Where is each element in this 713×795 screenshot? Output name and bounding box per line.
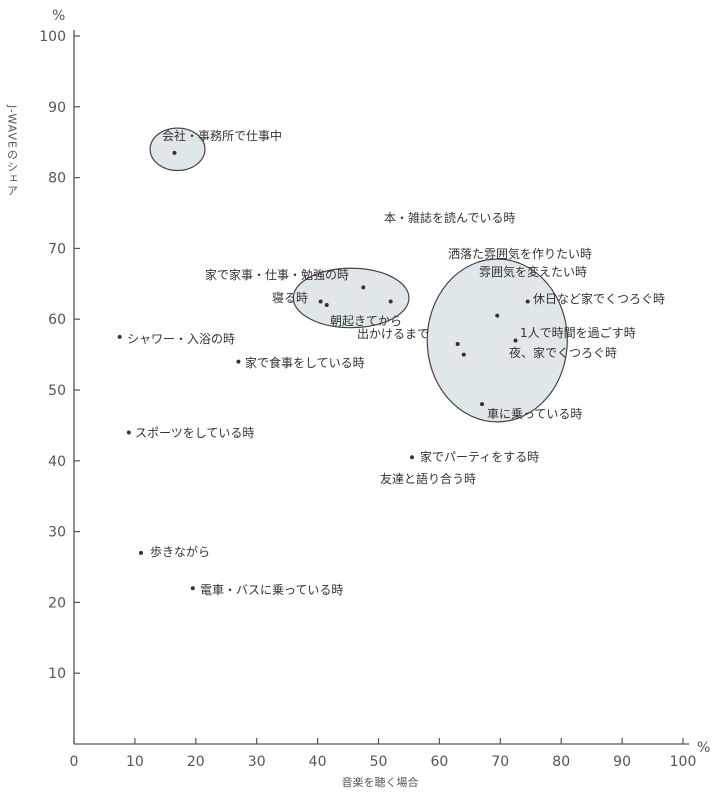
x-tick-label: 60 <box>430 754 448 770</box>
y-tick-label: 80 <box>48 171 66 187</box>
y-tick-label: 40 <box>48 454 66 470</box>
ticks-layer: 0 10 20 30 40 50 60 70 80 90 100 10 20 30 40 50 60 70 80 90… <box>39 29 696 770</box>
data-point <box>525 299 530 304</box>
cluster-ellipse <box>149 127 206 172</box>
data-point <box>172 150 177 155</box>
point-label: 出かけるまで <box>357 327 429 341</box>
data-point <box>461 352 466 357</box>
x-tick-label: 50 <box>370 754 388 770</box>
point-label: 歩きながら <box>150 544 210 559</box>
x-tick-label: 80 <box>552 754 570 770</box>
point-label: 洒落た雰囲気を作りたい時 <box>448 246 592 261</box>
clusters-layer <box>149 127 568 423</box>
point-label: シャワー・入浴の時 <box>127 332 235 346</box>
point-label: 1人で時間を過ごす時 <box>520 325 636 340</box>
x-axis-unit: % <box>697 740 710 756</box>
data-point <box>126 430 131 435</box>
x-axis-title: 音楽を聴く場合 <box>342 775 419 789</box>
x-tick-label: 10 <box>126 754 144 770</box>
data-point <box>388 299 393 304</box>
point-label: 会社・事務所で仕事中 <box>162 128 282 143</box>
data-point <box>455 341 460 346</box>
point-label: 雰囲気を変えたい時 <box>479 264 587 279</box>
data-point <box>117 334 122 339</box>
data-point <box>409 455 414 460</box>
x-tick-label: 0 <box>70 754 79 770</box>
y-tick-label: 70 <box>48 241 66 257</box>
data-point <box>236 359 241 364</box>
x-tick-label: 20 <box>187 754 205 770</box>
axes-layer <box>73 30 689 745</box>
data-point <box>513 338 518 343</box>
point-label: スポーツをしている時 <box>135 426 254 440</box>
point-label: 車に乗っている時 <box>487 407 582 421</box>
x-tick-label: 40 <box>309 754 327 770</box>
data-point <box>318 299 323 304</box>
data-point <box>324 303 329 308</box>
cluster-ellipse <box>292 267 410 329</box>
y-tick-label: 60 <box>48 312 66 328</box>
y-tick-label: 100 <box>39 29 66 45</box>
labels-layer: 会社・事務所で仕事中本・雑誌を読んでいる時家で家事・仕事・勉強の時寝る時朝起きて… <box>127 128 665 597</box>
x-tick-label: 100 <box>670 754 697 770</box>
point-label: 家で食事をしている時 <box>245 355 365 370</box>
point-label: 寝る時 <box>272 290 308 305</box>
point-label: 家でパーティをする時 <box>420 449 539 464</box>
y-tick-label: 90 <box>48 100 66 116</box>
point-label: 家で家事・仕事・勉強の時 <box>205 267 349 282</box>
points-layer <box>117 150 530 591</box>
point-label: 夜、家でくつろぐ時 <box>509 345 617 360</box>
cluster-ellipse <box>426 258 568 423</box>
point-label: 友達と語り合う時 <box>380 471 476 486</box>
data-point <box>480 402 485 407</box>
x-tick-label: 90 <box>613 754 631 770</box>
data-point <box>190 586 195 591</box>
data-point <box>138 550 143 555</box>
point-label: 本・雑誌を読んでいる時 <box>384 210 515 225</box>
y-axis-unit: % <box>52 8 65 24</box>
x-tick-label: 70 <box>491 754 509 770</box>
point-label: 電車・バスに乗っている時 <box>200 583 343 597</box>
x-tick-label: 30 <box>248 754 266 770</box>
y-tick-label: 20 <box>48 595 66 611</box>
data-point <box>495 313 500 318</box>
data-point <box>361 285 366 290</box>
point-label: 休日など家でくつろぐ時 <box>533 291 665 306</box>
y-axis-title: J-WAVEのシェア <box>6 104 19 197</box>
y-tick-label: 50 <box>48 383 66 399</box>
point-label: 朝起きてから <box>330 314 402 328</box>
y-tick-label: 10 <box>48 666 66 682</box>
y-tick-label: 30 <box>48 525 66 541</box>
